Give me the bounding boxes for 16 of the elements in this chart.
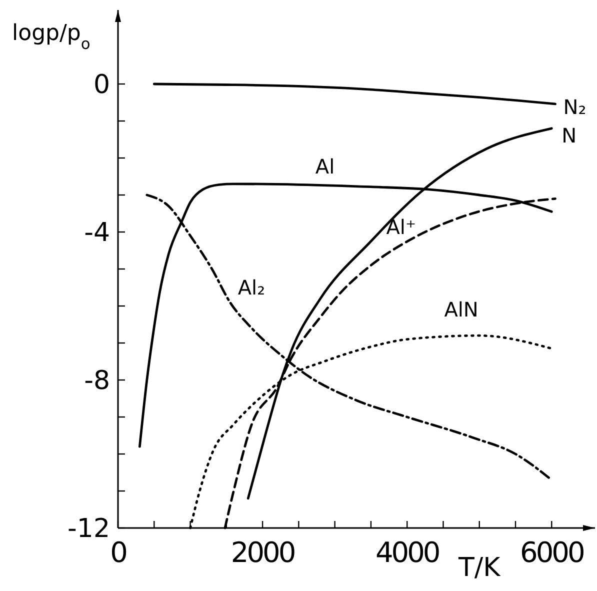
y-tick-label: -12	[68, 514, 110, 544]
y-tick-label: -4	[84, 218, 110, 248]
line-series	[152, 82, 556, 106]
x-axis-title: T/K	[458, 553, 502, 583]
series-label: Al	[315, 154, 335, 178]
series-label: N	[562, 123, 577, 148]
y-tick-label: -8	[84, 366, 110, 396]
series-label: Al⁺	[386, 214, 416, 239]
series-label: N₂	[563, 94, 586, 119]
x-tick-label: 2000	[230, 536, 294, 569]
y-axis-title: logp/p$_{o}$	[12, 21, 90, 53]
x-tick-label: 6000	[520, 536, 584, 569]
series-label: AlN	[444, 298, 478, 322]
x-tick-label: 4000	[375, 536, 439, 569]
series-label: Al₂	[238, 275, 266, 300]
y-tick-label: 0	[93, 70, 110, 100]
